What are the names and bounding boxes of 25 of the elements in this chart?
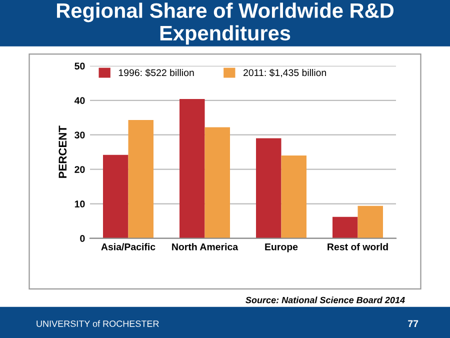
source-note: Source: National Science Board 2014 — [246, 296, 405, 304]
y-tick-label: 10 — [74, 200, 85, 208]
y-tick-label: 40 — [74, 97, 85, 104]
x-tick-label: North America — [172, 243, 238, 250]
bar — [256, 138, 282, 238]
bar — [332, 216, 358, 238]
bar — [128, 120, 154, 238]
x-tick-label: Asia/Pacific — [101, 243, 156, 250]
y-axis-title: PERCENT — [58, 126, 67, 178]
bar — [204, 127, 230, 238]
text: UNIVERSITY of ROCHESTER — [36, 320, 159, 327]
x-tick-label: Europe — [265, 244, 298, 252]
y-tick-label: 0 — [80, 235, 85, 242]
legend-label: 1996: $522 billion — [118, 68, 194, 77]
x-tick-label: Rest of world — [328, 243, 388, 250]
chart-title: Regional Share of Worldwide R&D Expenditures — [57, 2, 394, 45]
y-tick-label: 50 — [74, 62, 85, 70]
bar — [180, 99, 205, 238]
y-tick-label: 30 — [74, 132, 85, 138]
bar — [358, 206, 383, 238]
y-tick-label: 20 — [74, 166, 85, 173]
bar — [103, 154, 128, 238]
text: 77 — [408, 320, 418, 327]
bar — [281, 156, 306, 238]
legend-label: 2011: $1,435 billion — [244, 68, 326, 78]
